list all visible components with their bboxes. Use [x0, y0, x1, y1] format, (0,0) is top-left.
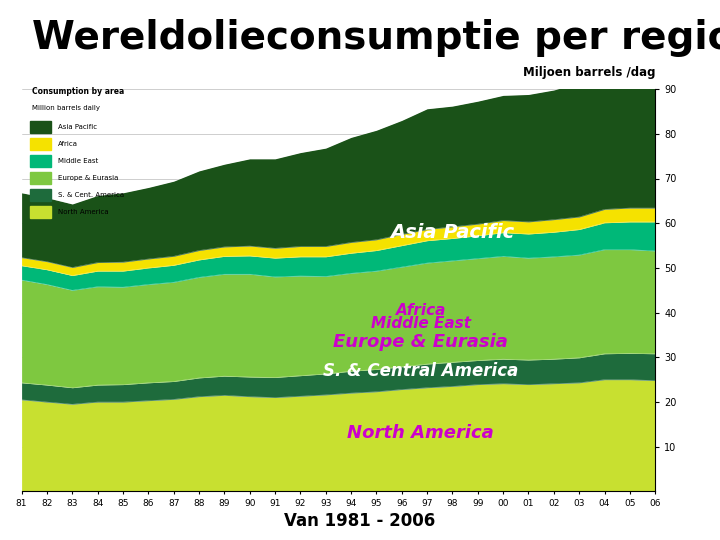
Text: Asia Pacific: Asia Pacific: [58, 124, 97, 130]
Bar: [30, 189, 51, 201]
Bar: [30, 120, 51, 132]
Text: North America: North America: [347, 424, 494, 442]
Text: Middle East: Middle East: [371, 316, 471, 331]
Text: North America: North America: [58, 209, 109, 215]
Bar: [30, 138, 51, 150]
Text: S. & Cent. America: S. & Cent. America: [58, 192, 124, 198]
Text: Europe & Eurasia: Europe & Eurasia: [333, 333, 508, 350]
Text: Asia Pacific: Asia Pacific: [390, 222, 515, 241]
Text: Consumption by area: Consumption by area: [32, 87, 124, 96]
Text: Europe & Eurasia: Europe & Eurasia: [58, 175, 118, 181]
Text: Van 1981 - 2006: Van 1981 - 2006: [284, 512, 436, 530]
Bar: [30, 155, 51, 167]
Text: Million barrels daily: Million barrels daily: [32, 105, 99, 111]
Text: Africa: Africa: [395, 303, 446, 318]
Bar: [30, 172, 51, 184]
Text: Miljoen barrels /dag: Miljoen barrels /dag: [523, 66, 655, 79]
Text: Wereldolieconsumptie per regio: Wereldolieconsumptie per regio: [32, 18, 720, 57]
Text: Middle East: Middle East: [58, 158, 99, 164]
Bar: [30, 206, 51, 218]
Text: Africa: Africa: [58, 140, 78, 147]
Text: S. & Central America: S. & Central America: [323, 362, 518, 380]
